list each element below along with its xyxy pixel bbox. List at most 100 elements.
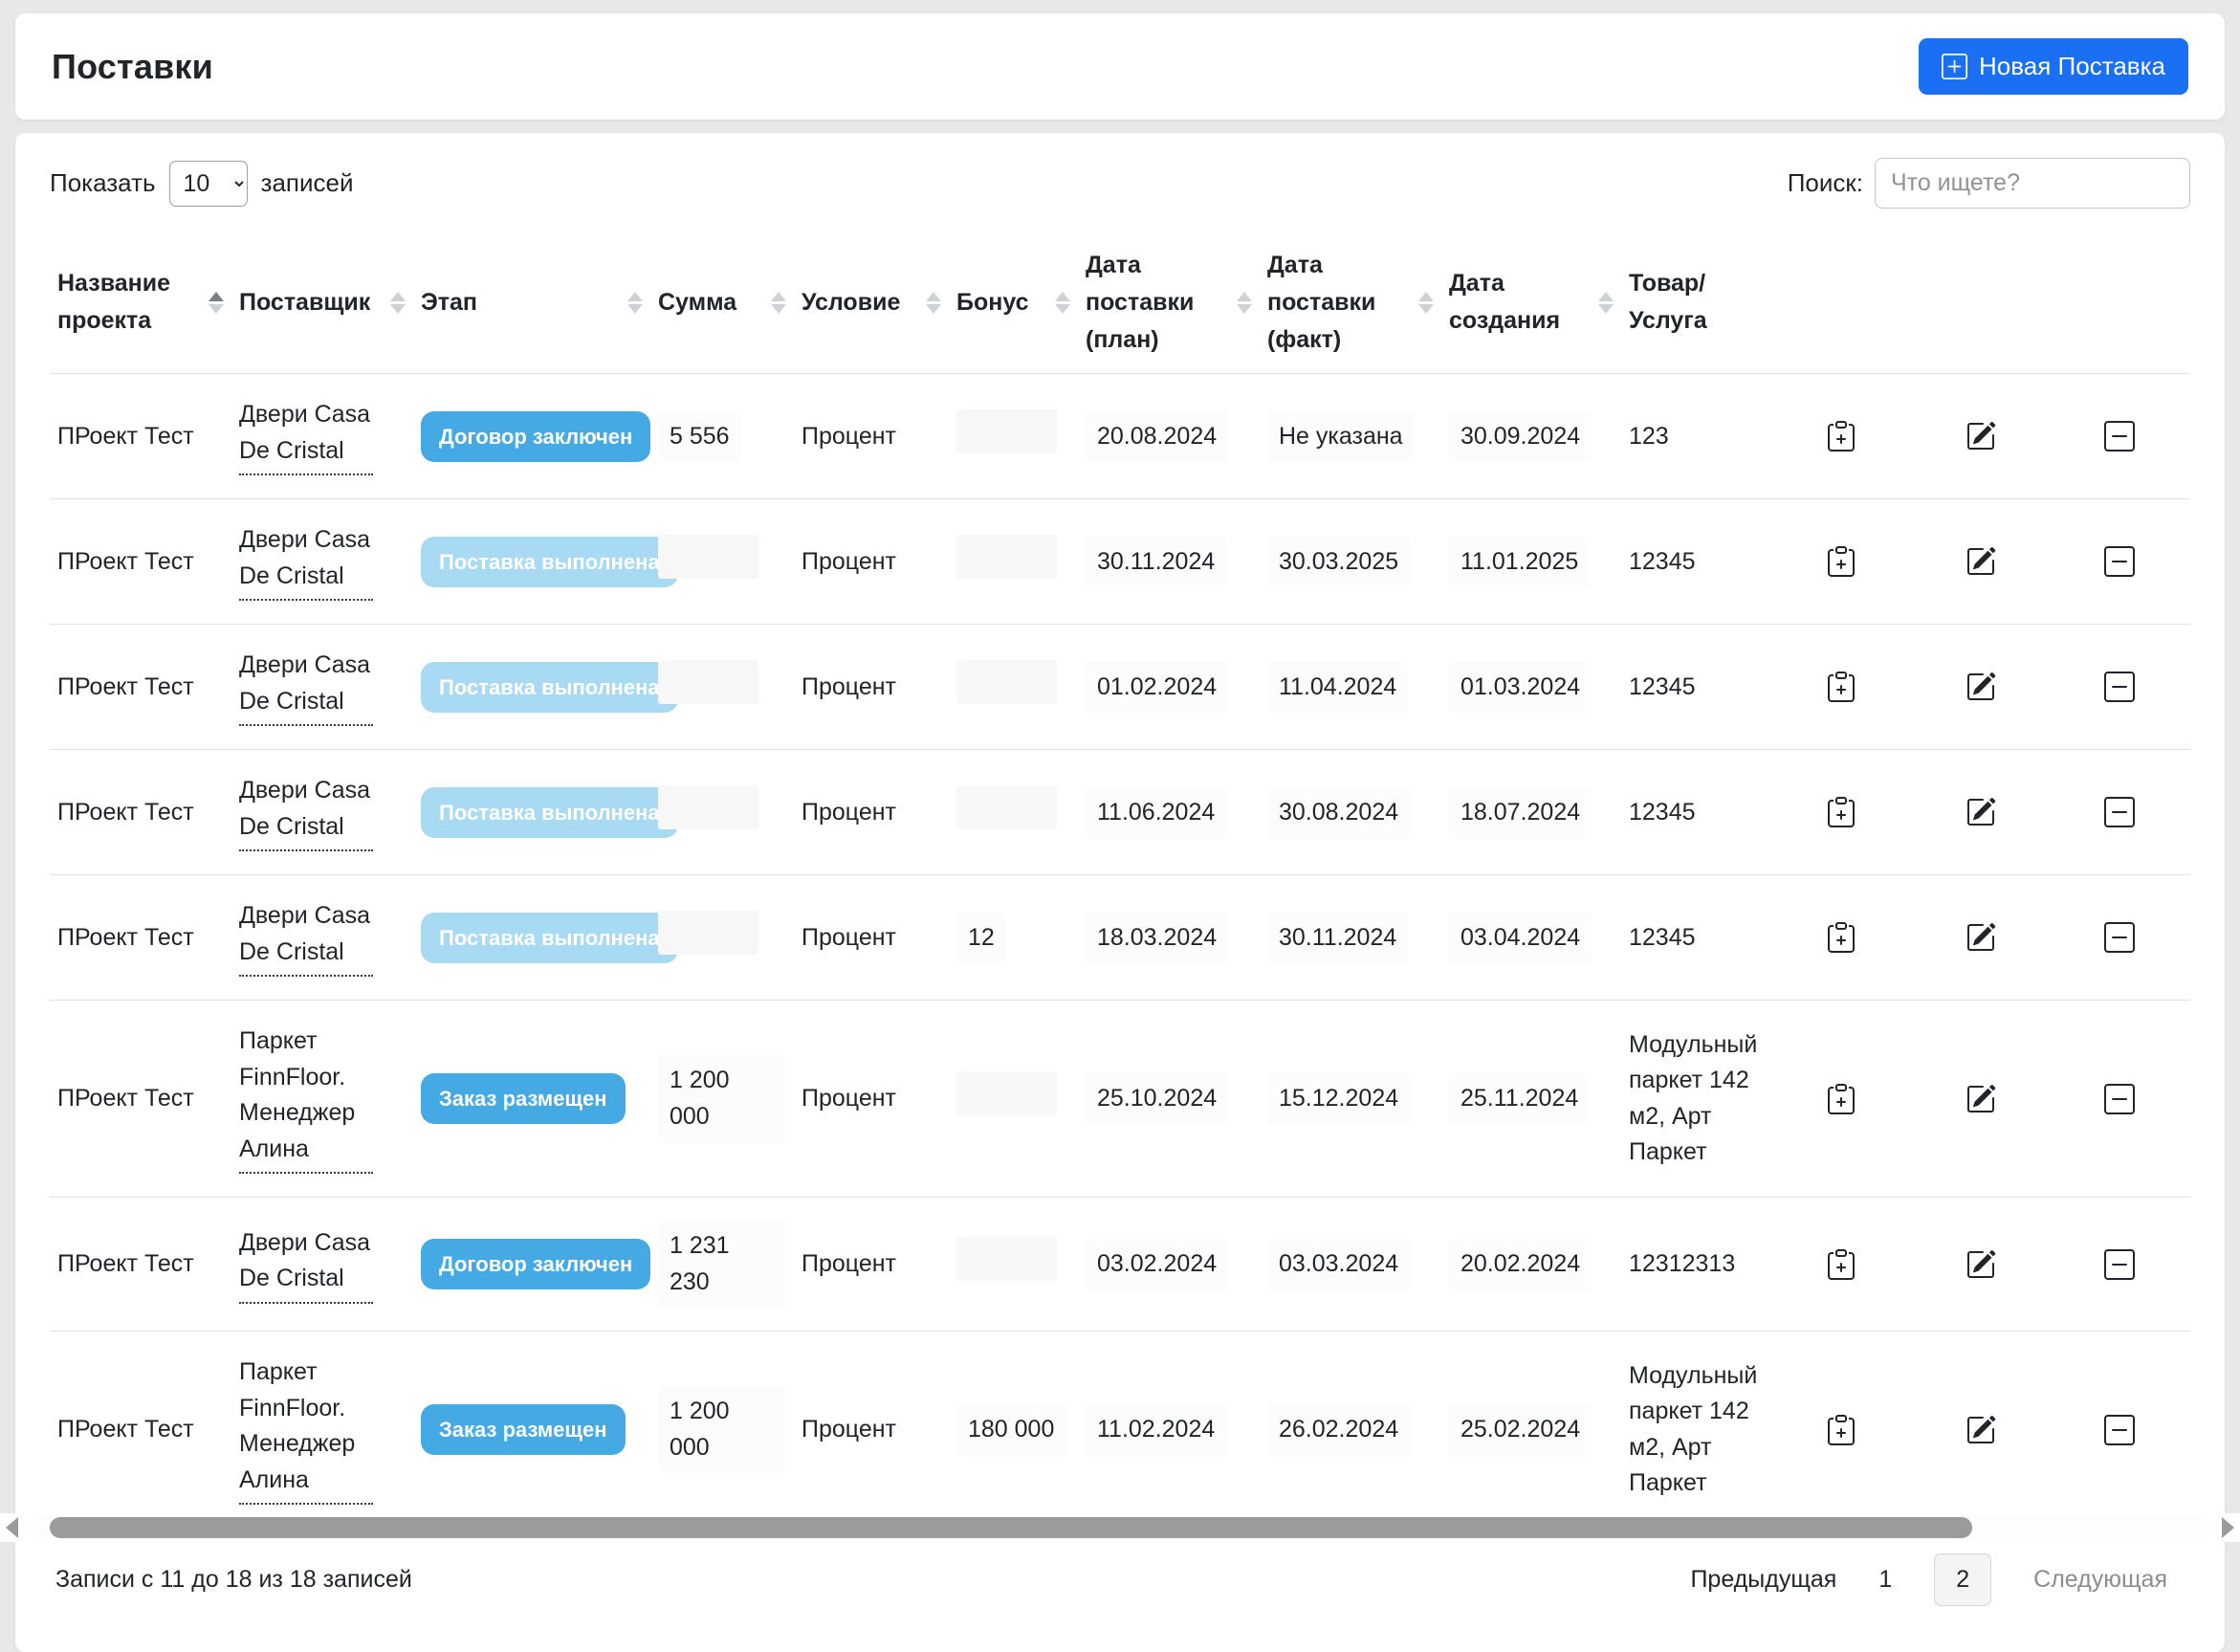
column-header-date-fact[interactable]: Дата поставки (факт) — [1260, 237, 1441, 374]
column-header-date-created[interactable]: Дата создания — [1441, 237, 1621, 374]
sum-value[interactable] — [658, 910, 758, 955]
pagination-previous[interactable]: Предыдущая — [1690, 1566, 1837, 1594]
stage-badge[interactable]: Поставка выполнена — [421, 786, 678, 838]
edit-button[interactable] — [1965, 1248, 1998, 1281]
date-plan-value[interactable]: 20.08.2024 — [1086, 410, 1229, 462]
edit-button[interactable] — [1965, 545, 1998, 578]
supplier-name[interactable]: Двери Casa De Cristal — [239, 648, 373, 727]
bonus-value[interactable] — [956, 1071, 1057, 1115]
sum-value[interactable] — [658, 659, 758, 704]
date-plan-value[interactable]: 11.06.2024 — [1086, 786, 1227, 838]
sum-value[interactable]: 1 200 000 — [658, 1055, 786, 1143]
sum-value[interactable]: 1 231 230 — [658, 1221, 786, 1309]
sum-value[interactable]: 5 556 — [658, 410, 741, 462]
column-header-project[interactable]: Название проекта — [50, 237, 231, 374]
date-plan-value[interactable]: 30.11.2024 — [1086, 536, 1227, 587]
edit-button[interactable] — [1965, 921, 1998, 954]
clipboard-plus-button[interactable] — [1826, 1083, 1858, 1115]
supplier-name[interactable]: Двери Casa De Cristal — [239, 773, 373, 852]
bonus-value[interactable] — [956, 1237, 1057, 1281]
clipboard-plus-button[interactable] — [1826, 671, 1858, 703]
date-fact-value[interactable]: 30.03.2025 — [1267, 536, 1411, 587]
clipboard-plus-button[interactable] — [1826, 1248, 1858, 1281]
bonus-value[interactable] — [956, 659, 1057, 704]
column-header-bonus[interactable]: Бонус — [949, 237, 1078, 374]
date-plan-value[interactable]: 11.02.2024 — [1086, 1404, 1227, 1456]
column-header-stage[interactable]: Этап — [413, 237, 650, 374]
date-created-value[interactable]: 20.02.2024 — [1449, 1239, 1592, 1290]
stage-badge[interactable]: Поставка выполнена — [421, 912, 678, 963]
scrollbar-track[interactable] — [28, 1517, 2212, 1538]
clipboard-plus-button[interactable] — [1826, 545, 1858, 578]
pagination-page-1[interactable]: 1 — [1878, 1566, 1893, 1594]
clipboard-plus-button[interactable] — [1826, 420, 1858, 452]
column-header-supplier[interactable]: Поставщик — [231, 237, 413, 374]
date-created-value[interactable]: 25.11.2024 — [1449, 1073, 1591, 1125]
scrollbar-thumb[interactable] — [49, 1517, 1972, 1538]
remove-button[interactable] — [2104, 1414, 2137, 1446]
date-created-value[interactable]: 25.02.2024 — [1449, 1404, 1592, 1456]
sum-value[interactable] — [658, 784, 758, 829]
bonus-value[interactable] — [956, 408, 1057, 453]
bonus-value[interactable] — [956, 534, 1057, 579]
date-created-value[interactable]: 18.07.2024 — [1449, 786, 1592, 838]
scroll-right-arrow[interactable] — [2222, 1517, 2234, 1538]
supplier-name[interactable]: Двери Casa De Cristal — [239, 522, 373, 602]
pagination-next[interactable]: Следующая — [2033, 1566, 2167, 1594]
date-fact-value[interactable]: Не указана — [1267, 410, 1415, 462]
remove-button[interactable] — [2104, 796, 2137, 828]
date-fact-value[interactable]: 11.04.2024 — [1267, 661, 1409, 713]
supplier-name[interactable]: Двери Casa De Cristal — [239, 1225, 373, 1304]
remove-button[interactable] — [2104, 1248, 2137, 1281]
pagination-page-2-current[interactable]: 2 — [1934, 1553, 1992, 1607]
date-plan-value[interactable]: 01.02.2024 — [1086, 661, 1229, 713]
supplier-name[interactable]: Двери Casa De Cristal — [239, 898, 373, 978]
sum-value[interactable] — [658, 534, 758, 579]
bonus-value[interactable] — [956, 784, 1057, 829]
sum-value[interactable]: 1 200 000 — [658, 1386, 786, 1474]
date-created-value[interactable]: 30.09.2024 — [1449, 410, 1592, 462]
edit-button[interactable] — [1965, 420, 1998, 452]
date-fact-value[interactable]: 26.02.2024 — [1267, 1404, 1411, 1456]
date-plan-value[interactable]: 18.03.2024 — [1086, 912, 1229, 963]
edit-button[interactable] — [1965, 796, 1998, 828]
column-header-condition[interactable]: Условие — [794, 237, 949, 374]
column-header-date-plan[interactable]: Дата поставки (план) — [1078, 237, 1260, 374]
scroll-left-arrow[interactable] — [6, 1517, 18, 1538]
remove-button[interactable] — [2104, 545, 2137, 578]
date-created-value[interactable]: 11.01.2025 — [1449, 536, 1591, 587]
supplier-name[interactable]: Паркет FinnFloor. Менеджер Алина — [239, 1024, 373, 1175]
remove-button[interactable] — [2104, 1083, 2137, 1115]
search-input[interactable] — [1875, 158, 2190, 209]
stage-badge[interactable]: Договор заключен — [421, 410, 651, 462]
stage-badge[interactable]: Договор заключен — [421, 1239, 651, 1290]
supplier-name[interactable]: Двери Casa De Cristal — [239, 397, 373, 476]
column-header-product[interactable]: Товар/Услуга — [1629, 270, 1707, 335]
date-plan-value[interactable]: 03.02.2024 — [1086, 1239, 1229, 1290]
page-size-select[interactable]: 10 — [168, 160, 248, 207]
clipboard-plus-button[interactable] — [1826, 921, 1858, 954]
date-fact-value[interactable]: 15.12.2024 — [1267, 1073, 1411, 1125]
clipboard-plus-button[interactable] — [1826, 796, 1858, 828]
remove-button[interactable] — [2104, 671, 2137, 703]
column-header-sum[interactable]: Сумма — [650, 237, 794, 374]
edit-button[interactable] — [1965, 671, 1998, 703]
date-created-value[interactable]: 01.03.2024 — [1449, 661, 1592, 713]
remove-button[interactable] — [2104, 921, 2137, 954]
edit-button[interactable] — [1965, 1414, 1998, 1446]
date-created-value[interactable]: 03.04.2024 — [1449, 912, 1592, 963]
clipboard-plus-button[interactable] — [1826, 1414, 1858, 1446]
bonus-value[interactable]: 180 000 — [956, 1404, 1066, 1456]
date-fact-value[interactable]: 30.08.2024 — [1267, 786, 1411, 838]
new-delivery-button[interactable]: Новая Поставка — [1919, 38, 2188, 95]
bonus-value[interactable]: 12 — [956, 912, 1006, 963]
date-plan-value[interactable]: 25.10.2024 — [1086, 1073, 1229, 1125]
supplier-name[interactable]: Паркет FinnFloor. Менеджер Алина — [239, 1355, 373, 1506]
remove-button[interactable] — [2104, 420, 2137, 452]
stage-badge[interactable]: Поставка выполнена — [421, 536, 678, 587]
stage-badge[interactable]: Поставка выполнена — [421, 661, 678, 713]
date-fact-value[interactable]: 03.03.2024 — [1267, 1239, 1411, 1290]
edit-button[interactable] — [1965, 1083, 1998, 1115]
date-fact-value[interactable]: 30.11.2024 — [1267, 912, 1409, 963]
stage-badge[interactable]: Заказ размещен — [421, 1073, 626, 1125]
